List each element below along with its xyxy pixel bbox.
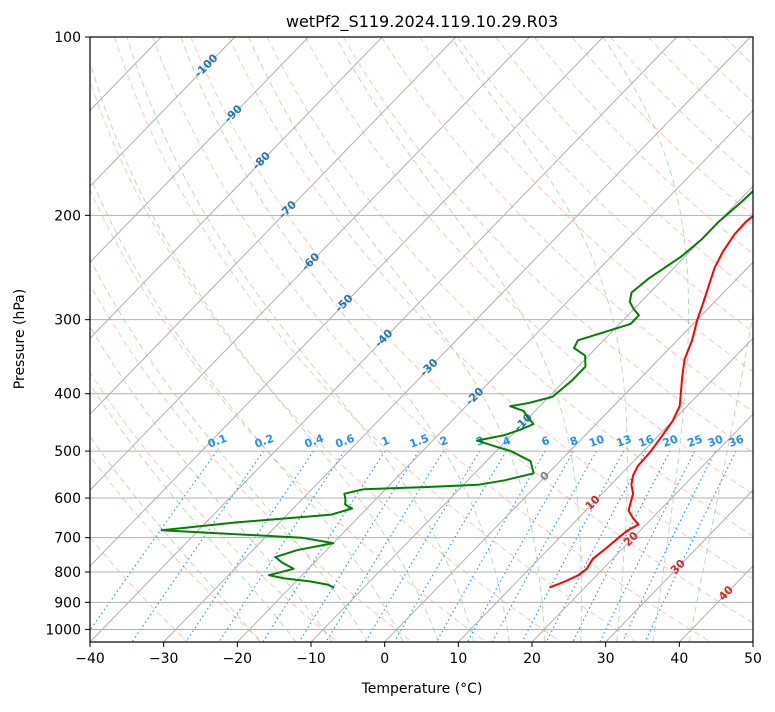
x-tick-label: −10 xyxy=(296,651,326,667)
y-tick-label: 200 xyxy=(54,208,81,224)
x-tick-label: −20 xyxy=(223,651,253,667)
y-tick-label: 300 xyxy=(54,313,81,329)
y-tick-label: 1000 xyxy=(45,622,81,638)
dry-adiabat xyxy=(763,37,775,642)
y-tick-label: 100 xyxy=(54,30,81,46)
y-axis-label: Pressure (hPa) xyxy=(12,289,28,389)
x-tick-label: 20 xyxy=(523,651,541,667)
x-tick-label: 30 xyxy=(597,651,615,667)
y-tick-label: 700 xyxy=(54,531,81,547)
x-tick-label: 40 xyxy=(670,651,688,667)
y-tick-label: 900 xyxy=(54,595,81,611)
y-tick-label: 800 xyxy=(54,565,81,581)
x-tick-label: 0 xyxy=(380,651,389,667)
x-tick-label: 50 xyxy=(744,651,762,667)
x-tick-label: −40 xyxy=(75,651,105,667)
chart-title: wetPf2_S119.2024.119.10.29.R03 xyxy=(286,12,558,32)
plot-area: -100-90-80-70-60-50-40-30-20-10010203040… xyxy=(0,37,775,642)
isotherm-line xyxy=(753,37,775,642)
x-axis-label: Temperature (°C) xyxy=(361,681,483,697)
y-tick-label: 600 xyxy=(54,491,81,507)
x-tick-label: −30 xyxy=(149,651,179,667)
y-tick-label: 400 xyxy=(54,387,81,403)
x-tick-label: 10 xyxy=(449,651,467,667)
plot-background xyxy=(90,37,753,642)
y-tick-label: 500 xyxy=(54,444,81,460)
